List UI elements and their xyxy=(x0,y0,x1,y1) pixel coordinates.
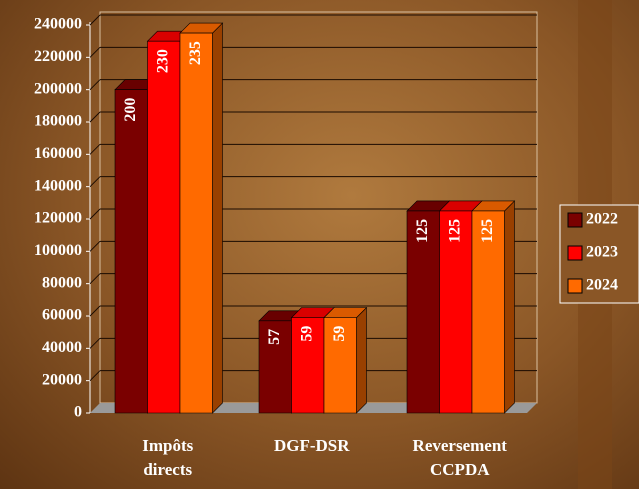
grid-line-side xyxy=(89,111,101,123)
legend-label: 2022 xyxy=(586,211,618,228)
value-label: 235 xyxy=(187,41,204,65)
y-tick-label: 40000 xyxy=(42,339,82,356)
grid-line-side xyxy=(89,14,101,26)
value-label: 125 xyxy=(479,219,496,243)
grid-line-side xyxy=(89,273,101,285)
legend-label: 2023 xyxy=(586,244,618,261)
y-tick-label: 120000 xyxy=(34,210,82,227)
x-tick-label: Reversement CCPDA xyxy=(412,436,507,479)
bar xyxy=(471,200,516,414)
bar-side xyxy=(356,306,367,414)
value-label: 59 xyxy=(331,326,348,342)
grid-line-side xyxy=(89,337,101,349)
value-label: 125 xyxy=(446,219,463,243)
bar-front xyxy=(323,317,357,414)
y-tick-label: 160000 xyxy=(34,145,82,162)
y-tick-label: 220000 xyxy=(34,48,82,65)
y-tick-label: 180000 xyxy=(34,113,82,130)
legend-swatch xyxy=(567,212,583,228)
grid-line-side xyxy=(89,143,101,155)
y-tick-label: 60000 xyxy=(42,307,82,324)
y-tick-label: 80000 xyxy=(42,274,82,291)
grid-line-side xyxy=(89,176,101,188)
bar-front xyxy=(114,89,148,414)
y-tick-label: 0 xyxy=(74,404,82,421)
legend-swatch xyxy=(567,278,583,294)
grid-line-side xyxy=(89,79,101,91)
bar-front xyxy=(179,32,213,414)
legend-swatch xyxy=(567,245,583,261)
value-label: 200 xyxy=(122,98,139,122)
grid-line-side xyxy=(89,240,101,252)
bar-side xyxy=(504,200,515,414)
grid-line-side xyxy=(89,370,101,382)
value-label: 125 xyxy=(414,219,431,243)
y-tick-label: 200000 xyxy=(34,80,82,97)
value-label: 59 xyxy=(298,326,315,342)
bar-front xyxy=(471,210,505,414)
grid-line-side xyxy=(89,208,101,220)
bar xyxy=(179,22,224,414)
y-tick-label: 240000 xyxy=(34,16,82,33)
y-tick-label: 20000 xyxy=(42,371,82,388)
bar xyxy=(323,306,368,414)
value-label: 230 xyxy=(154,49,171,73)
grid-line-side xyxy=(89,305,101,317)
x-tick-label: DGF-DSR xyxy=(273,436,350,455)
bar-front xyxy=(147,40,181,414)
x-tick-label: Impôts directs xyxy=(142,436,194,479)
value-label: 57 xyxy=(266,329,283,345)
legend-label: 2024 xyxy=(586,277,618,294)
bar-side xyxy=(212,22,223,414)
y-tick-label: 100000 xyxy=(34,242,82,259)
grid-line-side xyxy=(89,46,101,58)
y-tick-label: 140000 xyxy=(34,177,82,194)
